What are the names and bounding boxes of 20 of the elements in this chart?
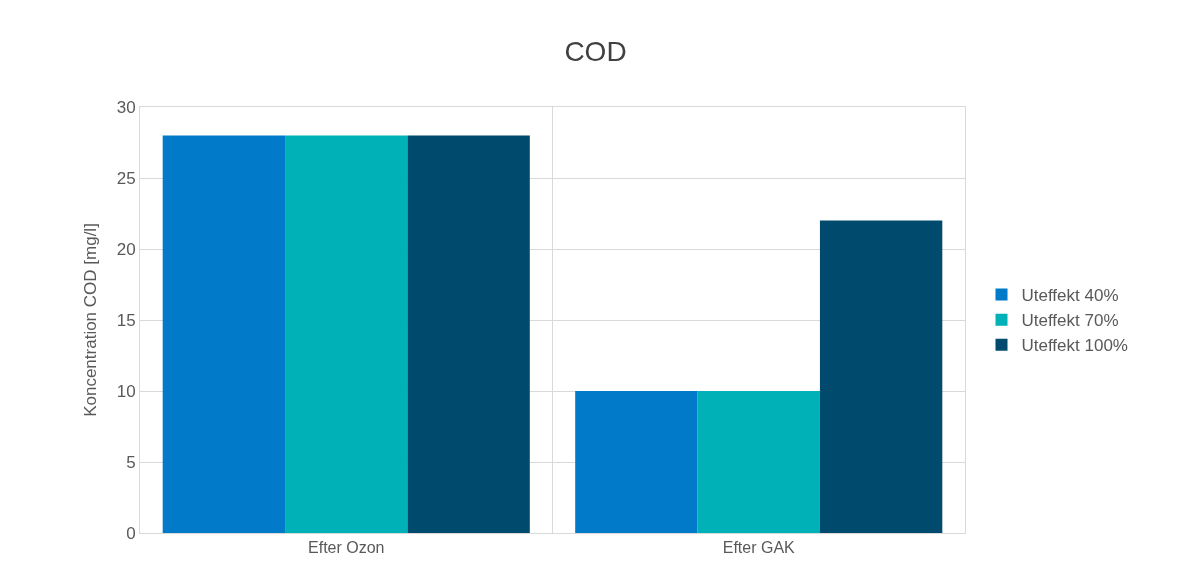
- legend-label: Uteffekt 100%: [1021, 336, 1128, 356]
- x-tick-label: Efter GAK: [722, 539, 796, 557]
- bar: [575, 391, 698, 533]
- y-tick-label: 30: [116, 97, 136, 117]
- y-tick-label: 15: [116, 310, 136, 330]
- bar: [407, 135, 530, 533]
- bar: [819, 220, 943, 533]
- y-tick-label: 5: [126, 452, 136, 472]
- legend-label: Uteffekt 40%: [1021, 286, 1119, 306]
- y-tick-label: 25: [116, 168, 136, 188]
- y-tick-label: 20: [116, 239, 136, 259]
- y-tick-label: 10: [116, 381, 136, 401]
- chart-title: COD: [564, 35, 627, 67]
- bar: [697, 391, 820, 533]
- legend-label: Uteffekt 70%: [1021, 311, 1119, 331]
- y-axis-title: Koncentration COD [mg/l]: [81, 223, 101, 417]
- y-tick-label: 0: [126, 523, 136, 543]
- x-tick-label: Efter Ozon: [308, 539, 385, 557]
- bar: [162, 135, 286, 533]
- bar: [285, 135, 408, 533]
